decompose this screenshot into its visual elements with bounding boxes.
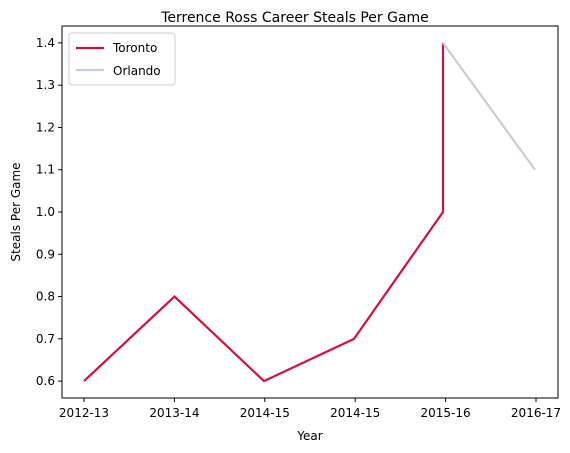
y-tick-label: 1.4 (36, 36, 55, 50)
y-tick-label: 0.7 (36, 332, 55, 346)
y-tick-label: 0.8 (36, 290, 55, 304)
x-axis-title: Year (296, 429, 322, 443)
y-axis-title: Steals Per Game (9, 162, 23, 261)
series-line-toronto (83, 42, 445, 383)
y-tick-label: 1.3 (36, 78, 55, 92)
x-axis: 2012-13 2013-14 2014-15 2014-15 2015-16 2016-… (59, 398, 561, 420)
y-tick-label: 1.2 (36, 120, 55, 134)
legend-label-orlando: Orlando (113, 64, 161, 78)
y-axis: 0.6 0.7 0.8 0.9 1.0 1.1 1.2 1.3 1.4 (36, 36, 62, 388)
x-tick-label: 2015-16 (421, 406, 471, 420)
y-tick-label: 1.1 (36, 163, 55, 177)
legend-box (68, 32, 176, 86)
legend-label-toronto: Toronto (112, 41, 157, 55)
legend: Toronto Orlando (68, 32, 176, 86)
y-tick-label: 0.9 (36, 247, 55, 261)
x-tick-label: 2016-17 (511, 406, 561, 420)
x-tick-label: 2014-15 (240, 406, 290, 420)
x-tick-label: 2014-15 (330, 406, 380, 420)
x-tick-label: 2013-14 (149, 406, 199, 420)
y-tick-label: 1.0 (36, 205, 55, 219)
chart-title: Terrence Ross Career Steals Per Game (160, 10, 429, 26)
y-tick-label: 0.6 (36, 374, 55, 388)
x-tick-label: 2012-13 (59, 406, 109, 420)
series-line-orlando (442, 42, 536, 171)
series-lines (83, 42, 536, 383)
